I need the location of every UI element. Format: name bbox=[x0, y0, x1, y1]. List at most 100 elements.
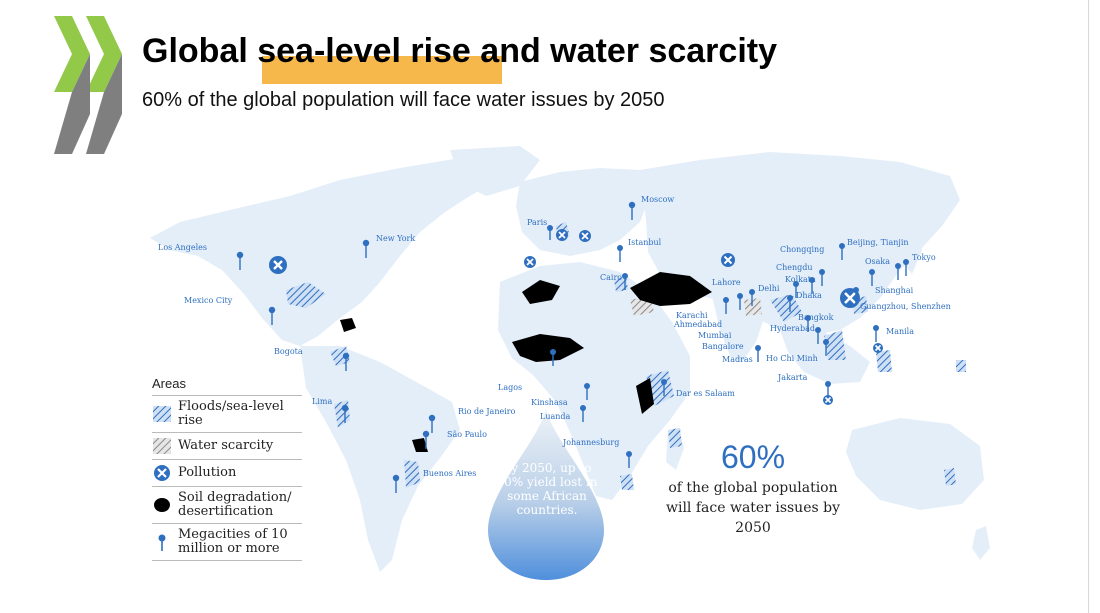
pin-cairo bbox=[622, 273, 628, 290]
africa-landmass bbox=[498, 262, 690, 500]
flood-area-east-africa bbox=[646, 370, 674, 406]
pin-hyderabad bbox=[815, 327, 821, 344]
flood-area-australia bbox=[944, 468, 956, 486]
city-label-kinshasa: Kinshasa bbox=[531, 398, 568, 407]
pin-new-york bbox=[362, 239, 370, 258]
pollution-markers bbox=[269, 229, 883, 405]
pin-manila bbox=[873, 325, 879, 342]
legend-label-megacities: Megacities of 10 million or more bbox=[178, 527, 288, 556]
desertification-area-middle-east bbox=[630, 272, 712, 306]
pin-shanghai bbox=[869, 269, 875, 286]
oecd-chevron-logo bbox=[54, 16, 122, 154]
city-label-moscow: Moscow bbox=[641, 195, 674, 204]
pin-chongqing bbox=[819, 269, 825, 286]
pin-lahore bbox=[737, 293, 743, 310]
city-label-bangkok: Bangkok bbox=[798, 313, 834, 322]
legend-label-soil: Soil degradation/ desertification bbox=[178, 490, 292, 519]
black-blob-icon bbox=[154, 498, 170, 512]
new-zealand-landmass bbox=[972, 526, 990, 560]
pin-guangzhou-shenzhen bbox=[853, 287, 859, 304]
pin-luanda bbox=[580, 405, 586, 422]
pin-kinshasa bbox=[584, 383, 590, 400]
north-america-landmass bbox=[150, 158, 500, 346]
city-label-mumbai: Mumbai bbox=[698, 331, 732, 340]
flood-area-bangladesh bbox=[770, 294, 802, 322]
city-label-istanbul: Istanbul bbox=[628, 238, 662, 247]
stat-percent: 60% bbox=[720, 439, 786, 475]
city-label-shanghai: Shanghai bbox=[875, 286, 914, 295]
stat-text: of the global population will face water… bbox=[665, 480, 840, 536]
flood-area-argentina bbox=[404, 460, 420, 488]
city-label-chengdu: Chengdu bbox=[776, 263, 813, 272]
flood-area-vietnam bbox=[824, 330, 846, 360]
city-label-buenos-aires: Buenos Aires bbox=[423, 469, 476, 478]
flood-area-south-africa bbox=[620, 474, 634, 490]
pollution-icon-paris bbox=[556, 229, 568, 241]
pollution-icon-indonesia bbox=[823, 395, 833, 405]
pin-johannesburg bbox=[626, 451, 632, 468]
pin-los-angeles bbox=[236, 251, 244, 270]
page-title: Global sea-level rise and water scarcity bbox=[142, 32, 777, 84]
desertification-area-east-africa bbox=[636, 378, 654, 414]
legend-item-megacities: Megacities of 10 million or more bbox=[152, 523, 302, 561]
pin-mexico-city bbox=[268, 306, 276, 325]
flood-area-philippines bbox=[876, 350, 892, 372]
desertification-area-sahel bbox=[512, 334, 584, 362]
pin-bangkok bbox=[805, 315, 811, 332]
megacity-pins: Los Angeles Mexico City New York Bogota … bbox=[158, 195, 951, 493]
pin-rio-de-janeiro bbox=[428, 414, 436, 433]
pin-buenos-aires bbox=[392, 474, 400, 493]
city-label-los-angeles: Los Angeles bbox=[158, 243, 207, 252]
legend-item-pollution: Pollution bbox=[152, 459, 302, 486]
city-label-jakarta: Jakarta bbox=[777, 373, 808, 382]
flood-areas bbox=[286, 222, 966, 490]
pin-osaka bbox=[895, 263, 901, 280]
city-label-sao-paulo: São Paulo bbox=[447, 430, 487, 439]
soil-degradation-areas bbox=[340, 272, 712, 452]
pin-beijing-tianjin bbox=[839, 243, 845, 260]
greenland-landmass bbox=[450, 146, 540, 196]
water-scarcity-area-india bbox=[744, 298, 762, 316]
page-subtitle: 60% of the global population will face w… bbox=[142, 89, 665, 111]
pin-karachi bbox=[723, 297, 729, 314]
slide-edge-line bbox=[1088, 0, 1089, 613]
city-label-lahore: Lahore bbox=[712, 278, 741, 287]
pollution-icon-north-africa bbox=[524, 256, 536, 268]
south-america-landmass bbox=[300, 346, 460, 572]
city-label-kolkata: Kolkata bbox=[785, 275, 816, 284]
city-label-lagos: Lagos bbox=[498, 383, 522, 392]
pollution-icon-north-america bbox=[269, 256, 287, 274]
page-title-text: Global sea-level rise and water scarcity bbox=[142, 32, 777, 70]
stat-callout: 60% of the global population will face w… bbox=[660, 440, 846, 538]
city-label-mexico-city: Mexico City bbox=[184, 296, 233, 305]
pin-tokyo bbox=[903, 259, 909, 276]
pin-istanbul bbox=[617, 245, 623, 262]
desertification-area-north-africa bbox=[522, 280, 560, 304]
pin-delhi bbox=[749, 289, 755, 306]
city-label-tokyo: Tokyo bbox=[912, 253, 936, 262]
pin-east-africa bbox=[661, 379, 667, 396]
legend: Areas Floods/sea-level rise Water scarci… bbox=[152, 376, 302, 561]
asia-landmass bbox=[640, 152, 960, 336]
legend-label-floods: Floods/sea-level rise bbox=[178, 399, 284, 428]
pin-paris bbox=[547, 225, 553, 240]
city-label-guangzhou-shenzhen: Guangzhou, Shenzhen bbox=[860, 302, 951, 311]
flood-area-pacific bbox=[956, 360, 966, 372]
desertification-area-argentina bbox=[412, 438, 428, 452]
pin-bogota bbox=[342, 352, 350, 371]
pollution-icon-philippines bbox=[873, 343, 883, 353]
city-label-hyderabad: Hyderabad bbox=[770, 324, 815, 333]
city-label-dar-es-salaam: Dar es Salaam bbox=[676, 389, 735, 398]
legend-label-pollution: Pollution bbox=[178, 465, 237, 480]
flood-area-caribbean bbox=[330, 346, 350, 366]
pin-moscow bbox=[628, 201, 636, 220]
pin-sao-paulo bbox=[422, 430, 430, 449]
desertification-area-us-west bbox=[340, 318, 356, 332]
pin-kolkata bbox=[793, 281, 799, 298]
pin-ho-chi-minh bbox=[823, 339, 829, 356]
legend-title: Areas bbox=[152, 376, 186, 391]
southeast-asia-landmass bbox=[780, 330, 870, 384]
city-label-madras: Madras bbox=[722, 355, 753, 364]
hatched-blue-swatch bbox=[153, 406, 171, 422]
